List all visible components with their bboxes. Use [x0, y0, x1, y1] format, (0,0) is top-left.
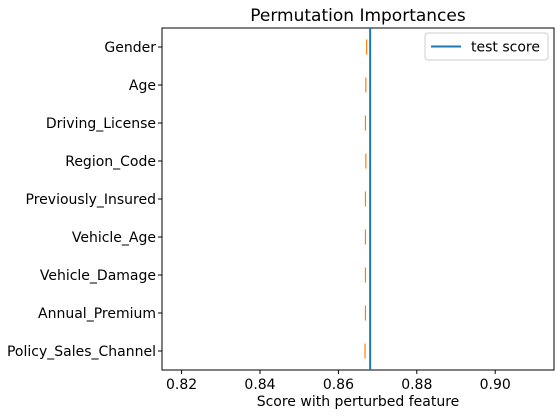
x-tick-label-0.82: 0.82 — [166, 377, 197, 393]
category-label-policy-sales-channel: Policy_Sales_Channel — [7, 344, 156, 360]
category-label-driving-license: Driving_License — [46, 116, 156, 132]
plot-area — [161, 27, 555, 371]
legend-box — [424, 32, 549, 61]
x-axis-label: Score with perturbed feature — [257, 394, 460, 410]
x-axis-ticks: 0.82 0.84 0.86 0.88 0.90 — [166, 370, 511, 393]
legend: test score — [424, 32, 549, 61]
category-label-previously-insured: Previously_Insured — [26, 192, 156, 208]
x-tick-label-0.84: 0.84 — [244, 377, 275, 393]
category-label-gender: Gender — [104, 40, 156, 56]
category-labels: Gender Age Driving_License Region_Code Previ… — [7, 40, 162, 360]
chart-title: Permutation Importances — [250, 6, 466, 26]
category-label-age: Age — [129, 78, 156, 94]
category-label-vehicle-age: Vehicle_Age — [72, 230, 156, 246]
category-label-annual-premium: Annual_Premium — [38, 306, 156, 322]
x-tick-label-0.86: 0.86 — [323, 377, 354, 393]
category-label-vehicle-damage: Vehicle_Damage — [40, 268, 156, 284]
legend-label-test-score: test score — [471, 40, 540, 56]
x-tick-label-0.90: 0.90 — [480, 377, 511, 393]
x-tick-label-0.88: 0.88 — [401, 377, 432, 393]
category-label-region-code: Region_Code — [65, 154, 156, 170]
median-marks — [364, 39, 368, 359]
